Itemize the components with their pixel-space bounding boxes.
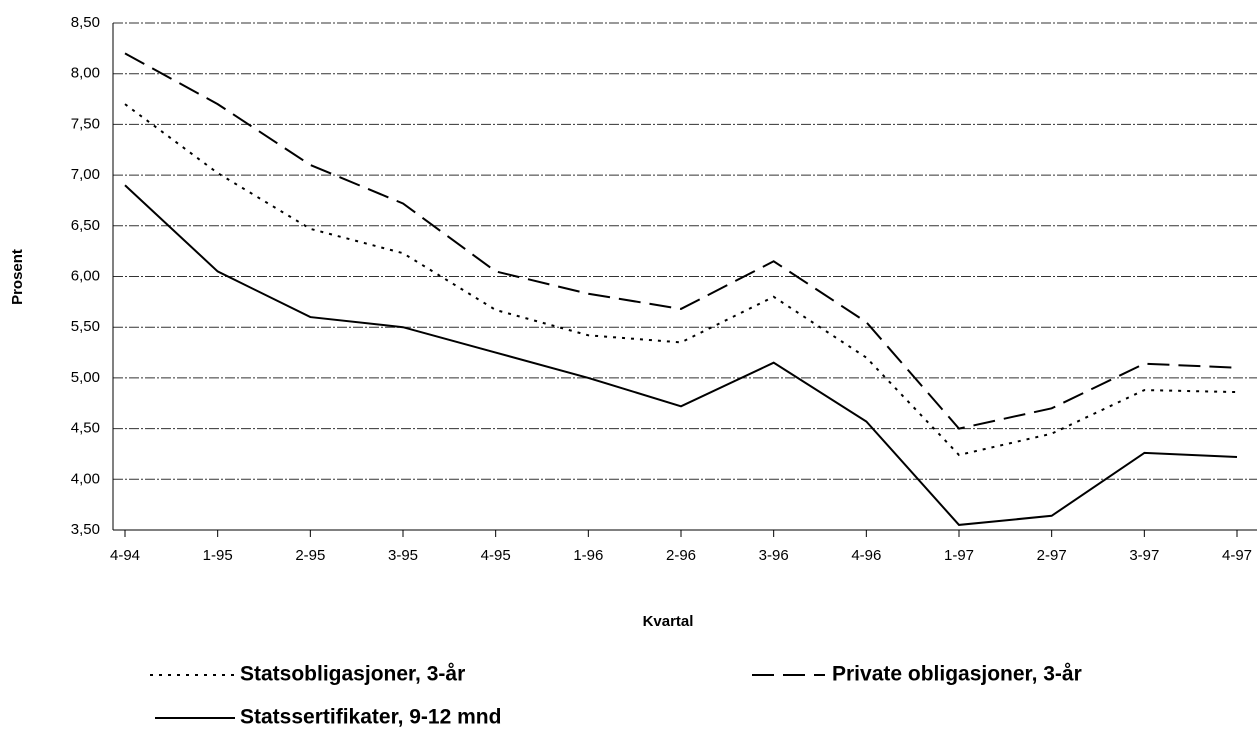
x-tick-label: 4-95	[481, 547, 511, 564]
y-tick-label: 3,50	[71, 521, 100, 538]
y-tick-label: 7,50	[71, 115, 100, 132]
y-axis-label: Prosent	[9, 249, 26, 305]
x-tick-label: 3-97	[1129, 547, 1159, 564]
x-axis-label: Kvartal	[643, 613, 694, 630]
legend-label: Statsobligasjoner, 3-år	[240, 663, 465, 686]
x-tick-label: 4-94	[110, 547, 140, 564]
y-tick-label: 4,00	[71, 470, 100, 487]
legend-label: Private obligasjoner, 3-år	[832, 663, 1082, 686]
x-tick-label: 1-97	[944, 547, 974, 564]
x-tick-label: 1-95	[203, 547, 233, 564]
y-tick-label: 6,00	[71, 267, 100, 284]
series-line	[124, 52, 1238, 430]
x-tick-label: 4-97	[1222, 547, 1252, 564]
y-tick-label: 6,50	[71, 217, 100, 234]
x-tick-label: 3-96	[759, 547, 789, 564]
series-line	[124, 103, 1238, 457]
x-tick-label: 2-96	[666, 547, 696, 564]
x-tick-label: 4-96	[851, 547, 881, 564]
y-tick-label: 8,00	[71, 65, 100, 82]
x-tick-label: 1-96	[573, 547, 603, 564]
x-tick-label: 2-97	[1037, 547, 1067, 564]
y-tick-label: 4,50	[71, 420, 100, 437]
x-tick-label: 3-95	[388, 547, 418, 564]
y-tick-label: 8,50	[71, 14, 100, 31]
x-tick-label: 2-95	[295, 547, 325, 564]
legend-label: Statssertifikater, 9-12 mnd	[240, 706, 501, 729]
y-tick-label: 5,50	[71, 318, 100, 335]
series-line	[124, 184, 1238, 526]
y-tick-label: 5,00	[71, 369, 100, 386]
y-tick-label: 7,00	[71, 166, 100, 183]
